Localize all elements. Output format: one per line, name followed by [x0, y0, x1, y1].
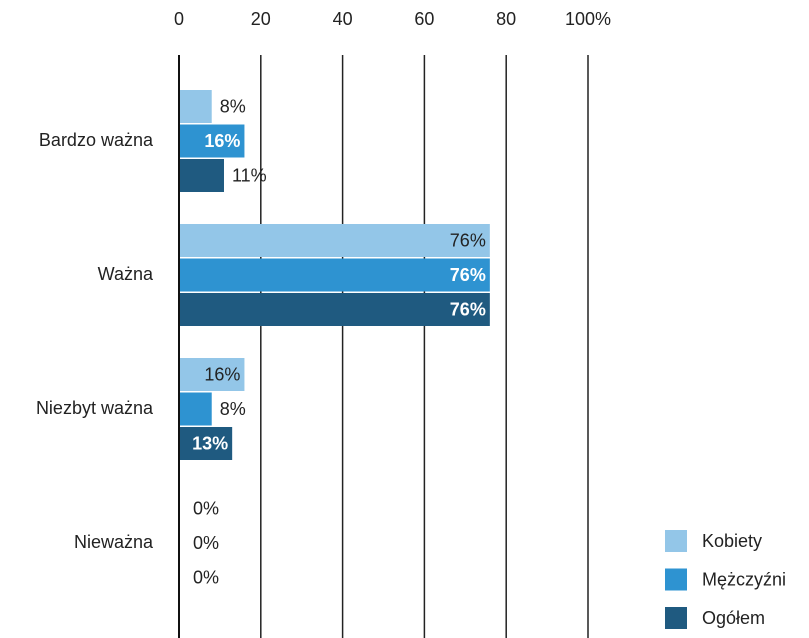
bar — [179, 224, 490, 257]
legend-swatch — [665, 530, 687, 552]
category-label: Bardzo ważna — [39, 130, 154, 150]
bar — [179, 293, 490, 326]
legend-label: Kobiety — [702, 531, 762, 551]
x-tick-label: 20 — [251, 9, 271, 29]
value-label: 76% — [450, 299, 486, 319]
bar — [179, 392, 212, 426]
value-label: 8% — [220, 399, 246, 419]
value-label: 11% — [232, 165, 267, 185]
x-tick-label: 80 — [496, 9, 516, 29]
value-label: 16% — [204, 364, 240, 384]
bar — [179, 124, 245, 158]
category-label: Ważna — [98, 264, 154, 284]
bar — [179, 90, 212, 123]
value-label: 76% — [450, 265, 486, 285]
value-label: 0% — [193, 533, 219, 553]
x-tick-label: 100% — [565, 9, 611, 29]
legend-label: Ogółem — [702, 608, 765, 628]
value-label: 13% — [192, 433, 228, 453]
legend-swatch — [665, 607, 687, 629]
bar — [179, 258, 490, 292]
legend-label: Mężczyźni — [702, 569, 786, 589]
bar — [179, 159, 224, 192]
value-label: 0% — [193, 567, 219, 587]
category-label: Nieważna — [74, 532, 154, 552]
value-label: 16% — [204, 131, 240, 151]
legend-swatch — [665, 568, 687, 591]
value-label: 76% — [450, 230, 486, 250]
value-label: 0% — [193, 498, 219, 518]
x-tick-label: 40 — [333, 9, 353, 29]
x-tick-label: 0 — [174, 9, 184, 29]
value-label: 8% — [220, 96, 246, 116]
bar — [179, 427, 233, 460]
bar — [179, 358, 245, 391]
x-tick-label: 60 — [414, 9, 434, 29]
category-label: Niezbyt ważna — [36, 398, 154, 418]
